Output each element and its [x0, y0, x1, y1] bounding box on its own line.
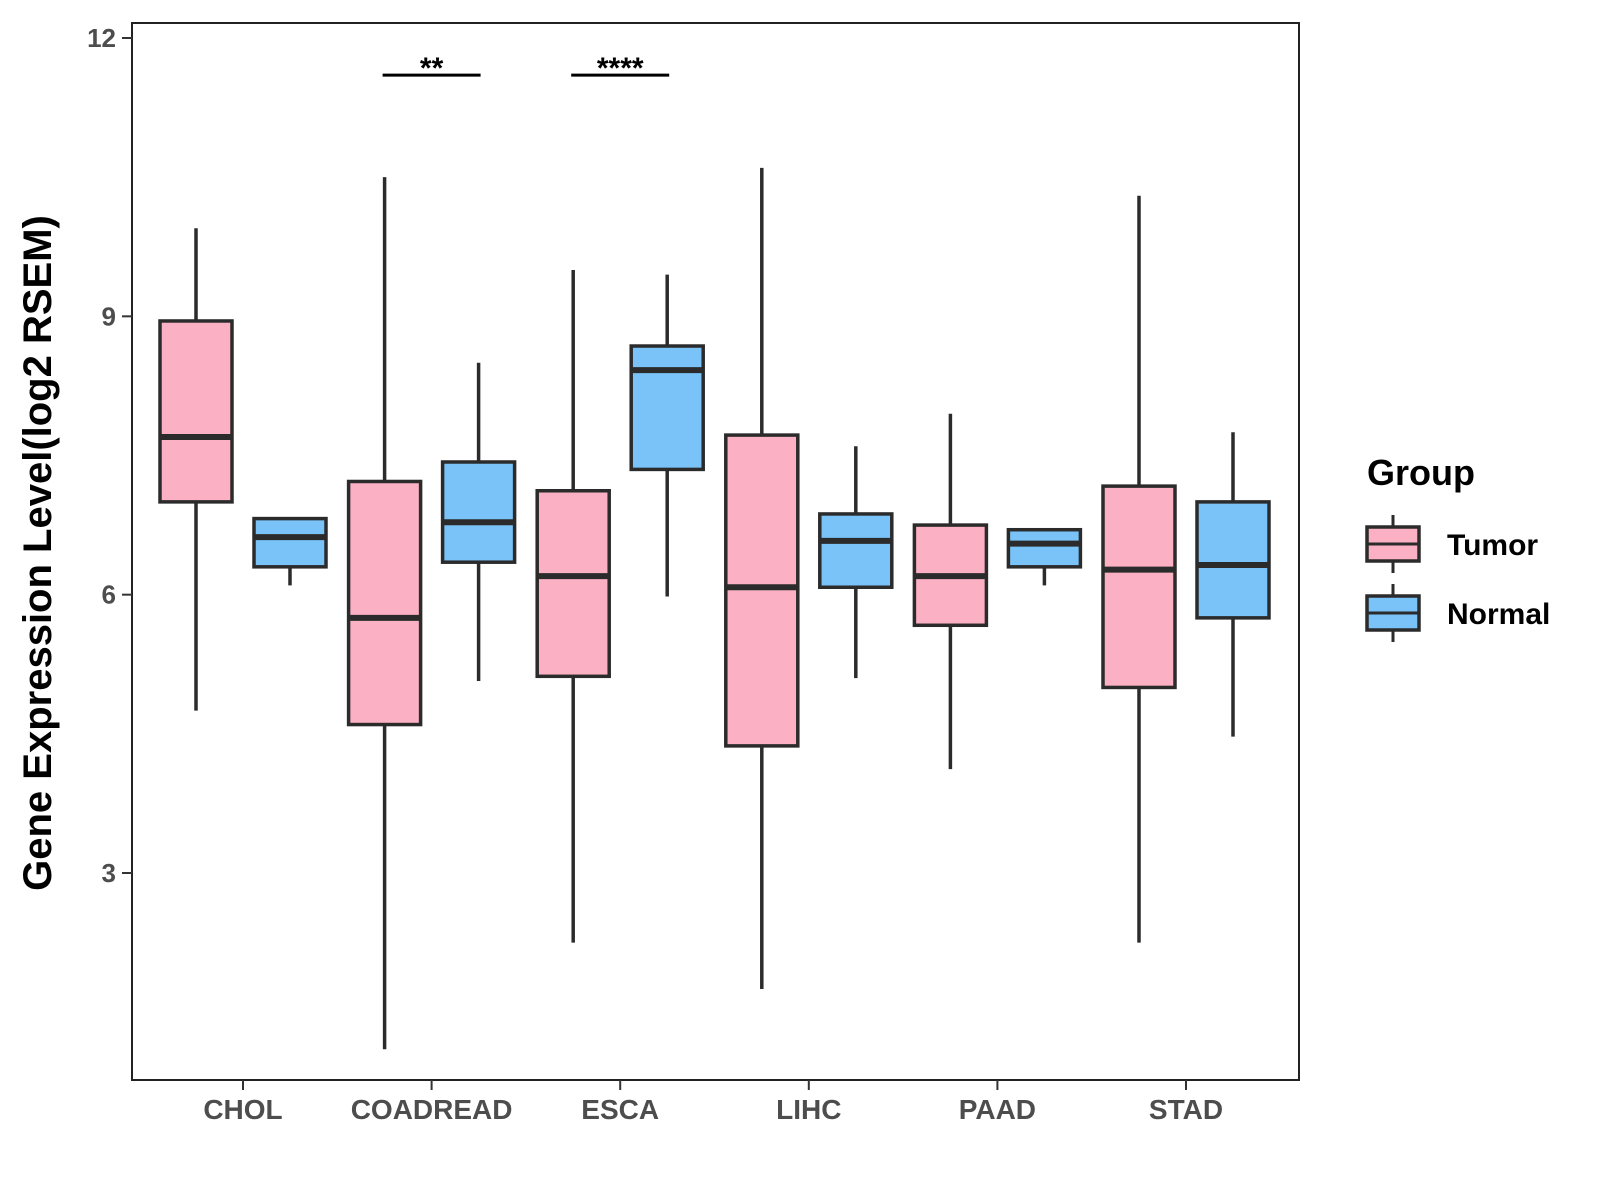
box-normal-stad	[1195, 432, 1271, 737]
x-tick-label: STAD	[1149, 1094, 1223, 1125]
y-tick-label: 3	[102, 858, 116, 888]
box-iqr	[252, 516, 328, 569]
x-tick-label: COADREAD	[351, 1094, 513, 1125]
x-tick-label: LIHC	[776, 1094, 841, 1125]
box-normal-paad	[1006, 527, 1083, 586]
significance-label: **	[420, 52, 444, 85]
box-iqr	[1101, 484, 1177, 690]
box-iqr	[158, 319, 234, 504]
box-tumor-chol	[158, 228, 234, 711]
legend-label-normal: Normal	[1447, 598, 1550, 631]
x-tick-label: PAAD	[959, 1094, 1036, 1125]
y-tick-label: 6	[102, 580, 116, 610]
box-normal-chol	[252, 516, 328, 586]
x-tick-label: ESCA	[581, 1094, 659, 1125]
box-tumor-paad	[912, 413, 989, 770]
box-iqr	[440, 460, 517, 564]
box-tumor-esca	[535, 269, 611, 943]
box-iqr	[535, 489, 611, 679]
legend-key-normal	[1365, 584, 1421, 642]
significance-annotations: ** ****	[382, 52, 670, 85]
y-axis: 3 6 9 12	[87, 23, 132, 888]
box-iqr	[1006, 527, 1083, 569]
x-axis: CHOL COADREAD ESCA LIHC PAAD STAD	[203, 1080, 1223, 1125]
legend: Group Tumor Normal	[1365, 452, 1550, 642]
box-iqr	[346, 479, 423, 727]
y-tick-label: 9	[102, 301, 116, 331]
box-tumor-stad	[1101, 195, 1177, 943]
box-iqr	[629, 344, 705, 472]
boxes-layer	[158, 167, 1271, 1050]
legend-key-tumor	[1365, 515, 1421, 573]
box-iqr	[1195, 500, 1271, 620]
box-normal-coadread	[440, 362, 517, 681]
box-tumor-coadread	[346, 177, 423, 1050]
box-normal-lihc	[818, 446, 894, 679]
y-tick-label: 12	[87, 23, 116, 53]
y-axis-label: Gene Expression Level(log2 RSEM)	[16, 215, 60, 891]
legend-label-tumor: Tumor	[1447, 529, 1538, 562]
box-iqr	[818, 512, 894, 589]
box-normal-esca	[629, 274, 705, 597]
significance-label: ****	[597, 52, 644, 85]
box-iqr	[724, 433, 800, 748]
legend-title: Group	[1367, 452, 1475, 493]
x-tick-label: CHOL	[203, 1094, 282, 1125]
box-tumor-lihc	[724, 167, 800, 989]
